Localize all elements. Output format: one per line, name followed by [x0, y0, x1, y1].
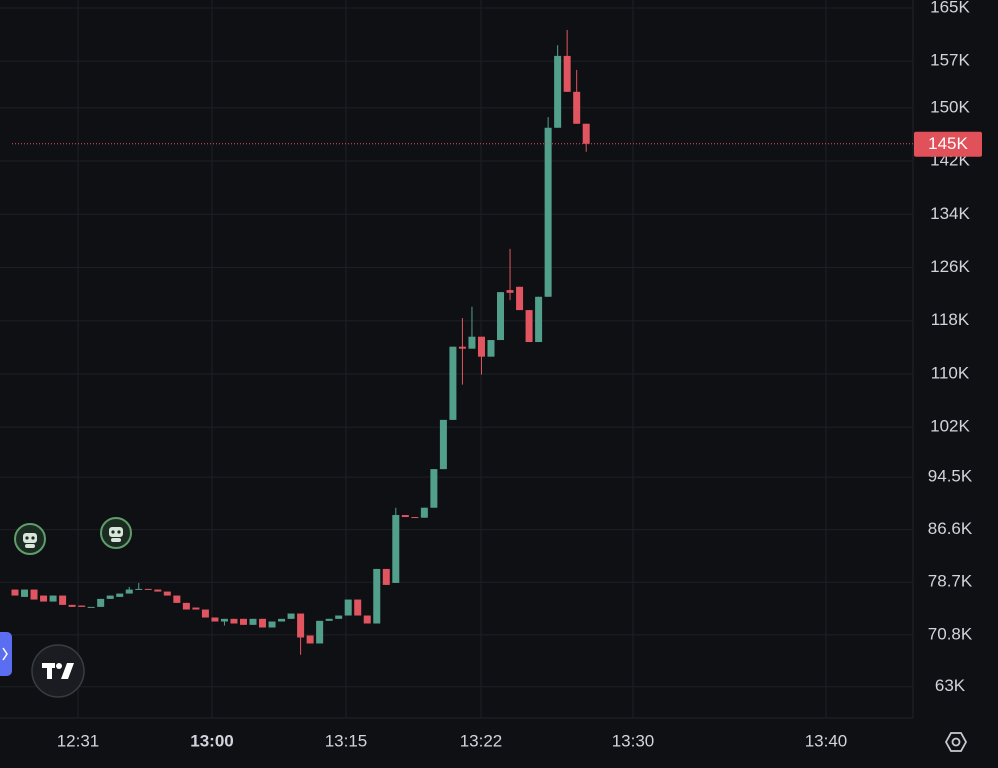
candle-body — [192, 607, 200, 610]
y-tick-label: 157K — [930, 51, 970, 70]
x-tick-label: 13:00 — [190, 731, 233, 750]
candle-body — [382, 568, 390, 585]
candle-body — [116, 593, 124, 597]
candle-body — [354, 599, 362, 616]
candle-body — [173, 595, 181, 603]
candle-body — [144, 588, 152, 590]
candle-body — [278, 618, 286, 622]
x-tick-label: 13:30 — [612, 731, 655, 750]
candle-body — [125, 589, 133, 594]
candle-body — [344, 599, 352, 616]
grid — [0, 0, 913, 718]
candle-body — [401, 515, 409, 518]
side-panel-toggle[interactable] — [0, 632, 12, 676]
candle-body — [573, 91, 581, 124]
candle-body — [68, 604, 76, 607]
candle-body — [392, 515, 400, 583]
x-tick-label: 12:31 — [57, 731, 100, 750]
y-tick-label: 165K — [930, 0, 970, 16]
y-tick-label: 126K — [930, 257, 970, 276]
candle-body — [49, 595, 57, 602]
candle-body — [230, 618, 238, 624]
candle-body — [154, 589, 162, 592]
candle-body — [582, 123, 590, 144]
y-tick-label: 110K — [931, 363, 970, 382]
candle-body — [563, 55, 571, 92]
candle-body — [411, 517, 419, 519]
candle-body — [249, 618, 257, 625]
x-tick-label: 13:22 — [460, 731, 503, 750]
candle-body — [525, 310, 533, 343]
candle-body — [477, 336, 485, 357]
y-tick-label: 70.8K — [928, 624, 973, 643]
candle-body — [468, 336, 476, 349]
candle-body — [211, 617, 219, 622]
current-price-label: 145K — [928, 134, 968, 153]
candle-body — [449, 346, 457, 420]
settings-icon[interactable] — [944, 732, 968, 752]
candle-body — [363, 615, 371, 624]
candle-body — [21, 589, 29, 597]
robot-marker[interactable] — [14, 523, 46, 555]
y-tick-label: 118K — [931, 310, 970, 329]
candle-body — [487, 340, 495, 357]
y-tick-label: 94.5K — [928, 467, 973, 486]
candle-body — [316, 620, 324, 644]
candle-body — [106, 595, 114, 599]
candle-body — [78, 605, 86, 607]
candle-body — [87, 606, 95, 608]
candle-body — [516, 286, 524, 311]
robot-marker[interactable] — [100, 517, 132, 549]
candle-body — [59, 595, 67, 605]
candle-body — [420, 507, 428, 518]
candle-body — [201, 609, 209, 618]
candle-body — [239, 618, 247, 625]
current-price-box — [914, 131, 982, 157]
candle-body — [163, 591, 171, 596]
candle-body — [373, 568, 381, 624]
candle-body — [306, 635, 314, 644]
candle-body — [268, 621, 276, 628]
candle-body — [535, 296, 543, 343]
candle-body — [430, 469, 438, 508]
y-tick-label: 150K — [930, 97, 970, 116]
y-tick-label: 86.6K — [928, 519, 973, 538]
candle-body — [497, 292, 505, 341]
candle-body — [554, 55, 562, 128]
y-tick-label: 63K — [935, 676, 966, 695]
candle-body — [40, 595, 48, 602]
y-tick-label: 78.7K — [928, 572, 973, 591]
candle-body — [325, 618, 333, 621]
candle-body — [135, 588, 143, 590]
candle-body — [458, 346, 466, 349]
tradingview-logo[interactable] — [31, 644, 85, 698]
candle-body — [439, 419, 447, 470]
candle-body — [544, 127, 552, 297]
candle-body — [335, 615, 343, 619]
candles — [11, 29, 913, 655]
candle-body — [11, 589, 19, 596]
candle-body — [287, 613, 295, 619]
candle-body — [259, 618, 267, 628]
candle-body — [220, 618, 228, 622]
y-tick-label: 134K — [930, 204, 970, 223]
x-tick-label: 13:15 — [325, 731, 368, 750]
y-tick-label: 102K — [930, 417, 970, 436]
x-tick-label: 13:40 — [805, 731, 848, 750]
candle-body — [297, 613, 305, 638]
candle-body — [506, 290, 514, 293]
axes: 63K 70.8K 78.7K 86.6K 94.5K 102K 110K 118K 126K 1… — [57, 0, 982, 750]
candle-body — [97, 598, 105, 607]
candle-body — [30, 589, 38, 600]
candle-body — [182, 602, 190, 610]
